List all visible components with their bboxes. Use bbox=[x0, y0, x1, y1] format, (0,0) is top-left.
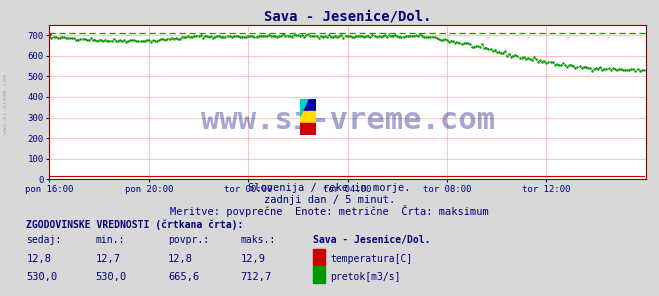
Bar bbox=[300, 111, 316, 123]
Polygon shape bbox=[300, 99, 308, 117]
Text: Slovenija / reke in morje.: Slovenija / reke in morje. bbox=[248, 183, 411, 193]
Text: www.si-vreme.com: www.si-vreme.com bbox=[200, 106, 495, 135]
Text: povpr.:: povpr.: bbox=[168, 235, 209, 245]
Text: 12,8: 12,8 bbox=[168, 254, 193, 264]
Bar bbox=[300, 123, 316, 135]
Text: sedaj:: sedaj: bbox=[26, 235, 61, 245]
Text: 12,8: 12,8 bbox=[26, 254, 51, 264]
Text: ZGODOVINSKE VREDNOSTI (črtkana črta):: ZGODOVINSKE VREDNOSTI (črtkana črta): bbox=[26, 219, 244, 230]
Text: 665,6: 665,6 bbox=[168, 272, 199, 282]
Text: pretok[m3/s]: pretok[m3/s] bbox=[330, 272, 401, 282]
Text: 530,0: 530,0 bbox=[26, 272, 57, 282]
Text: 12,9: 12,9 bbox=[241, 254, 266, 264]
Text: Meritve: povprečne  Enote: metrične  Črta: maksimum: Meritve: povprečne Enote: metrične Črta:… bbox=[170, 205, 489, 217]
Text: 530,0: 530,0 bbox=[96, 272, 127, 282]
Text: 712,7: 712,7 bbox=[241, 272, 272, 282]
Title: Sava - Jesenice/Dol.: Sava - Jesenice/Dol. bbox=[264, 10, 432, 24]
Text: temperatura[C]: temperatura[C] bbox=[330, 254, 413, 264]
Text: 12,7: 12,7 bbox=[96, 254, 121, 264]
Text: maks.:: maks.: bbox=[241, 235, 275, 245]
Text: Sava - Jesenice/Dol.: Sava - Jesenice/Dol. bbox=[313, 235, 430, 245]
Text: www.si-vreme.com: www.si-vreme.com bbox=[3, 74, 8, 133]
Text: min.:: min.: bbox=[96, 235, 125, 245]
Text: zadnji dan / 5 minut.: zadnji dan / 5 minut. bbox=[264, 195, 395, 205]
